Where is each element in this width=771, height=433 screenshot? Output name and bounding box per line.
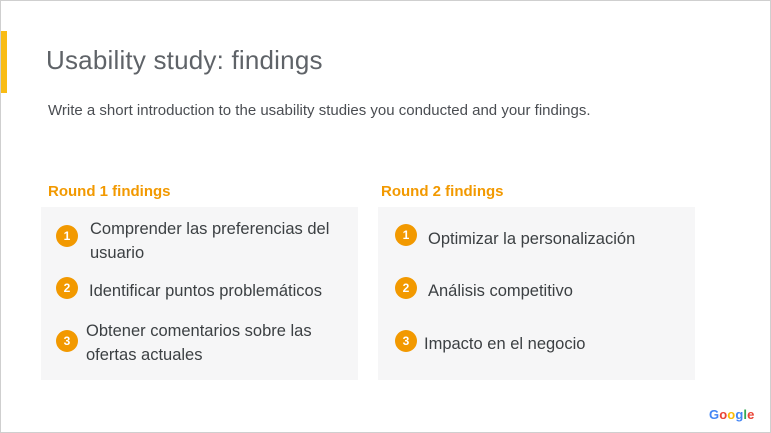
number-badge: 2 <box>395 277 417 299</box>
round-2-heading: Round 2 findings <box>381 183 504 200</box>
accent-bar <box>1 31 7 93</box>
finding-text: Optimizar la personalización <box>428 230 636 248</box>
round-1-card: 1 Comprender las preferencias del usuari… <box>41 207 358 380</box>
logo-letter: l <box>743 407 748 422</box>
number-badge: 3 <box>56 330 78 352</box>
logo-letter: e <box>747 407 755 422</box>
logo-letter: g <box>735 407 744 422</box>
slide-subtitle: Write a short introduction to the usabil… <box>48 102 591 119</box>
round-1-heading: Round 1 findings <box>48 183 171 200</box>
number-badge: 1 <box>395 224 417 246</box>
number-badge: 3 <box>395 330 417 352</box>
finding-text: Obtener comentarios sobre las ofertas ac… <box>86 322 312 364</box>
number-badge: 1 <box>56 225 78 247</box>
number-badge: 2 <box>56 277 78 299</box>
round-2-card: 1 Optimizar la personalización 2 Análisi… <box>378 207 695 380</box>
logo-letter: o <box>719 407 728 422</box>
google-logo: Google <box>709 407 754 422</box>
finding-text: Identificar puntos problemáticos <box>89 282 322 300</box>
logo-letter: o <box>727 407 736 422</box>
finding-text: Impacto en el negocio <box>424 335 586 353</box>
finding-text: Comprender las preferencias del usuario <box>90 220 330 262</box>
finding-text: Análisis competitivo <box>428 282 573 300</box>
logo-letter: G <box>709 407 720 422</box>
slide-title: Usability study: findings <box>46 45 323 75</box>
